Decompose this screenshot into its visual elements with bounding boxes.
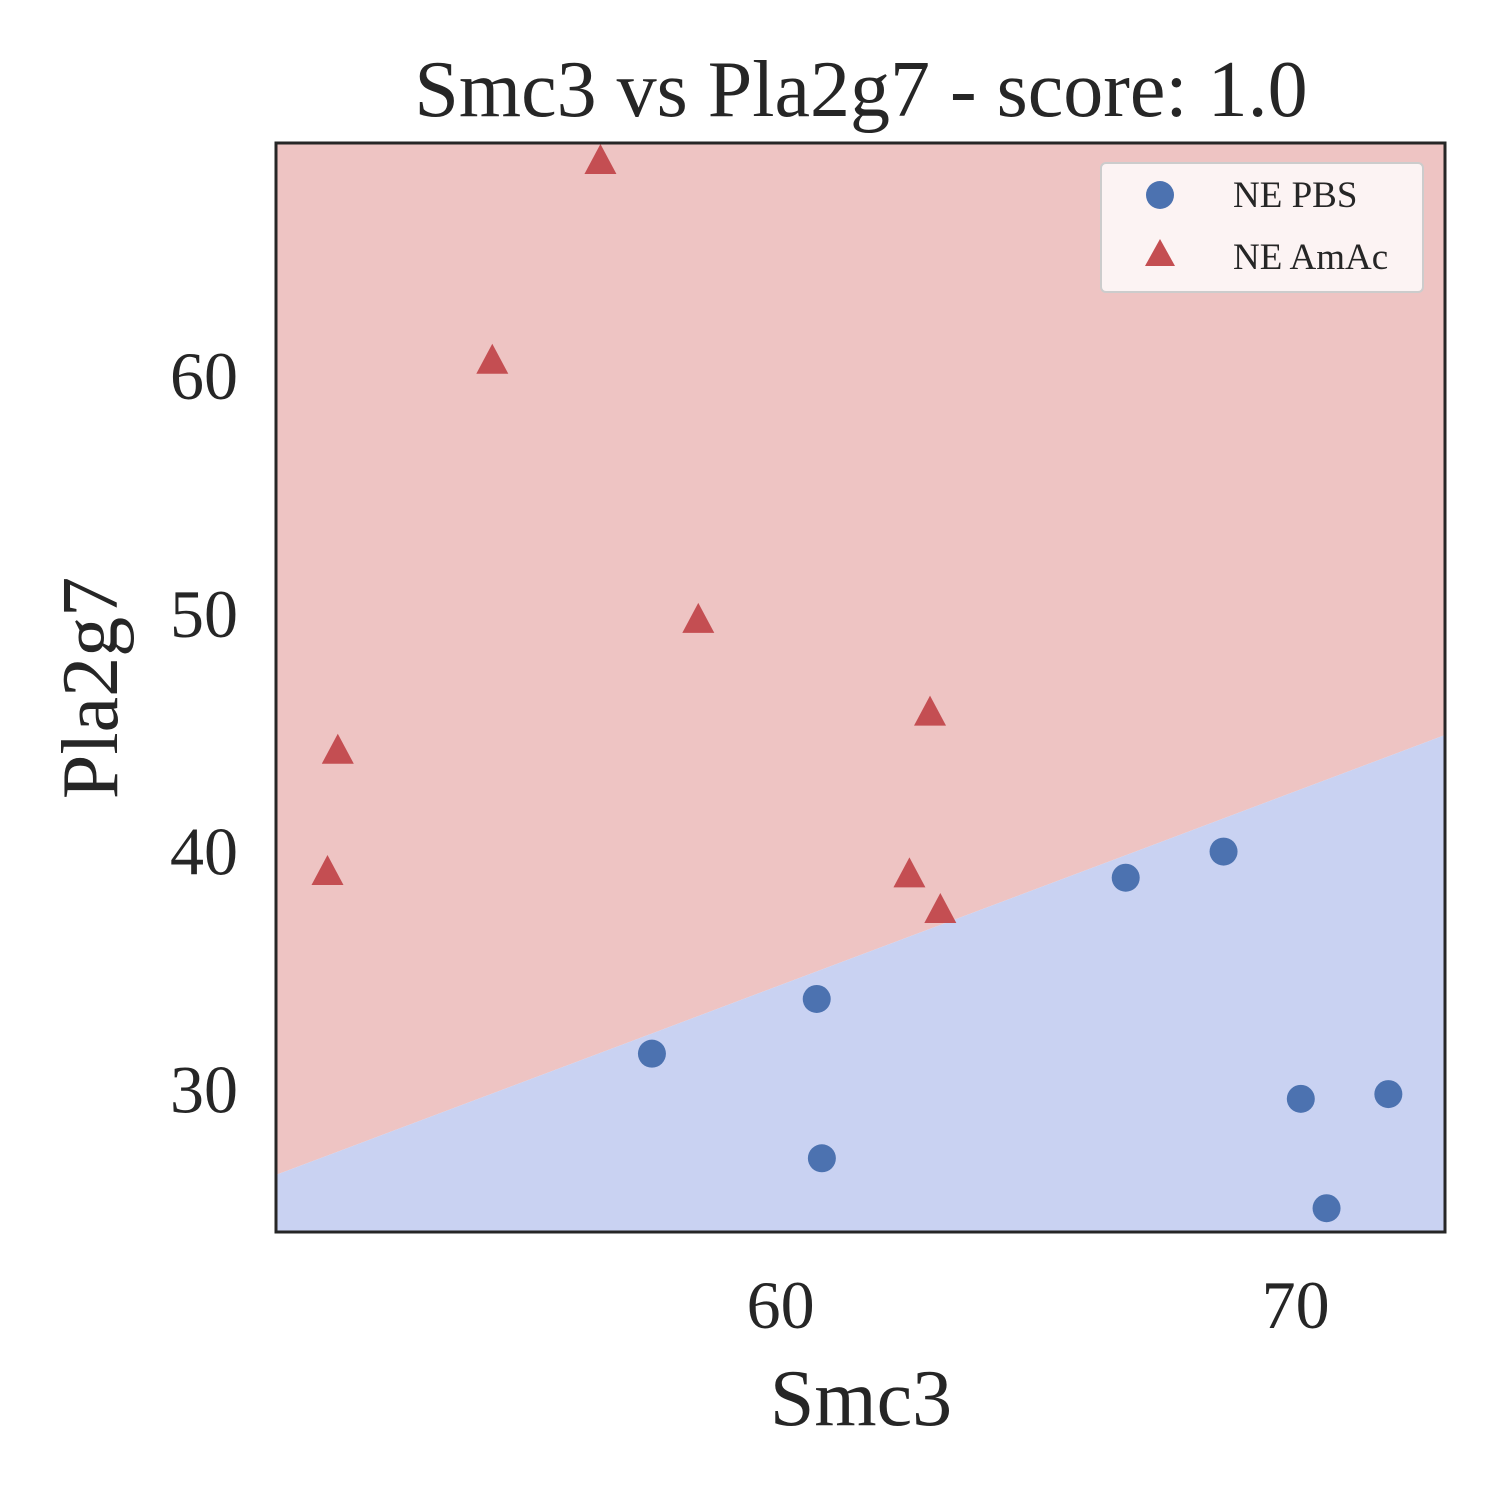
legend-marker-ne-pbs [1146,181,1174,209]
y-tick-label: 60 [170,338,238,414]
point-ne-pbs [1209,837,1238,866]
point-ne-amac [584,144,617,175]
x-tick-label: 70 [1262,1267,1330,1343]
chart-title: Smc3 vs Pla2g7 - score: 1.0 [414,46,1307,134]
point-ne-amac [924,893,957,924]
point-ne-amac [682,602,715,633]
axis-ticks: 60 70 30 40 50 60 [170,338,1330,1343]
data-points [311,144,1403,1223]
point-ne-pbs [1286,1084,1315,1113]
point-ne-pbs [637,1039,666,1068]
x-tick-label: 60 [747,1267,815,1343]
point-ne-amac [311,854,344,885]
legend-box [1100,162,1424,293]
y-tick-label: 50 [170,576,238,652]
point-ne-amac [914,695,947,726]
point-ne-pbs [1111,863,1140,892]
point-ne-amac [476,343,509,374]
point-ne-amac [321,733,354,764]
legend-label-ne-amac: NE AmAc [1233,237,1388,278]
y-axis-label: Pla2g7 [47,577,135,799]
plot-frame [274,141,1447,1234]
point-ne-pbs [807,1144,836,1173]
legend-marker-ne-amac [1145,239,1175,266]
point-ne-amac [893,857,926,888]
legend-label-ne-pbs: NE PBS [1233,175,1357,216]
legend: NE PBS NE AmAc [1100,162,1424,293]
decision-regions [276,143,1445,1232]
y-tick-label: 30 [170,1051,238,1127]
region-ne-pbs [276,735,1445,1232]
point-ne-pbs [1312,1194,1341,1223]
point-ne-pbs [1374,1080,1403,1109]
x-axis-label: Smc3 [770,1355,952,1443]
y-tick-label: 40 [170,814,238,890]
region-ne-amac [276,143,1445,1175]
point-ne-pbs [802,984,831,1013]
